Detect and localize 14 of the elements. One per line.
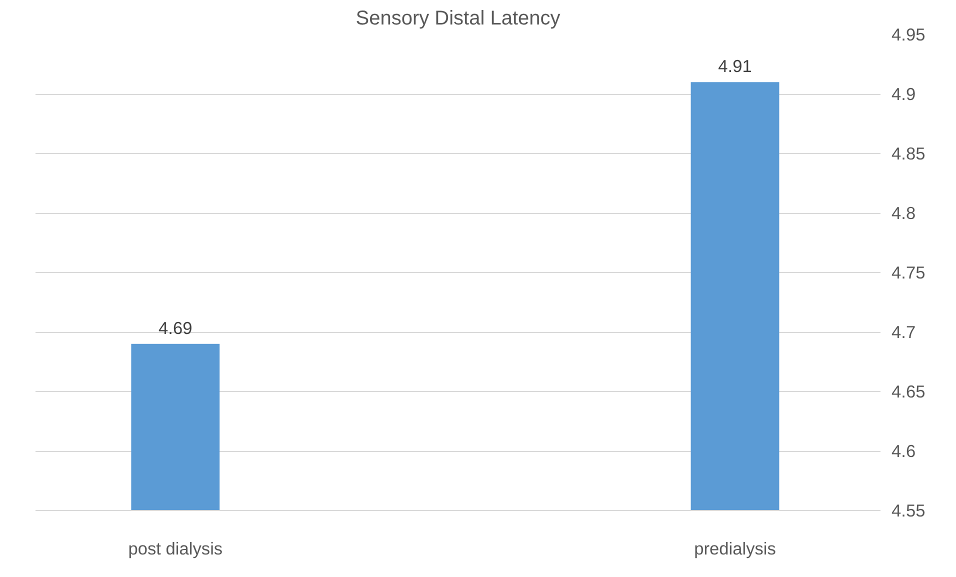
x-tick-label: post dialysis — [128, 538, 223, 558]
y-tick-label: 4.95 — [892, 24, 926, 44]
y-tick-label: 4.7 — [892, 322, 916, 342]
y-tick-label: 4.75 — [892, 262, 926, 282]
y-tick-label: 4.85 — [892, 144, 926, 164]
y-tick-label: 4.6 — [892, 441, 916, 461]
y-tick-label: 4.55 — [892, 500, 926, 520]
y-tick-label: 4.65 — [892, 382, 926, 402]
data-label: 4.91 — [718, 56, 752, 76]
data-label: 4.69 — [158, 318, 192, 338]
chart-title: Sensory Distal Latency — [356, 8, 560, 30]
y-tick-label: 4.9 — [892, 84, 916, 104]
y-tick-label: 4.8 — [892, 203, 916, 223]
x-tick-label: predialysis — [694, 538, 776, 558]
